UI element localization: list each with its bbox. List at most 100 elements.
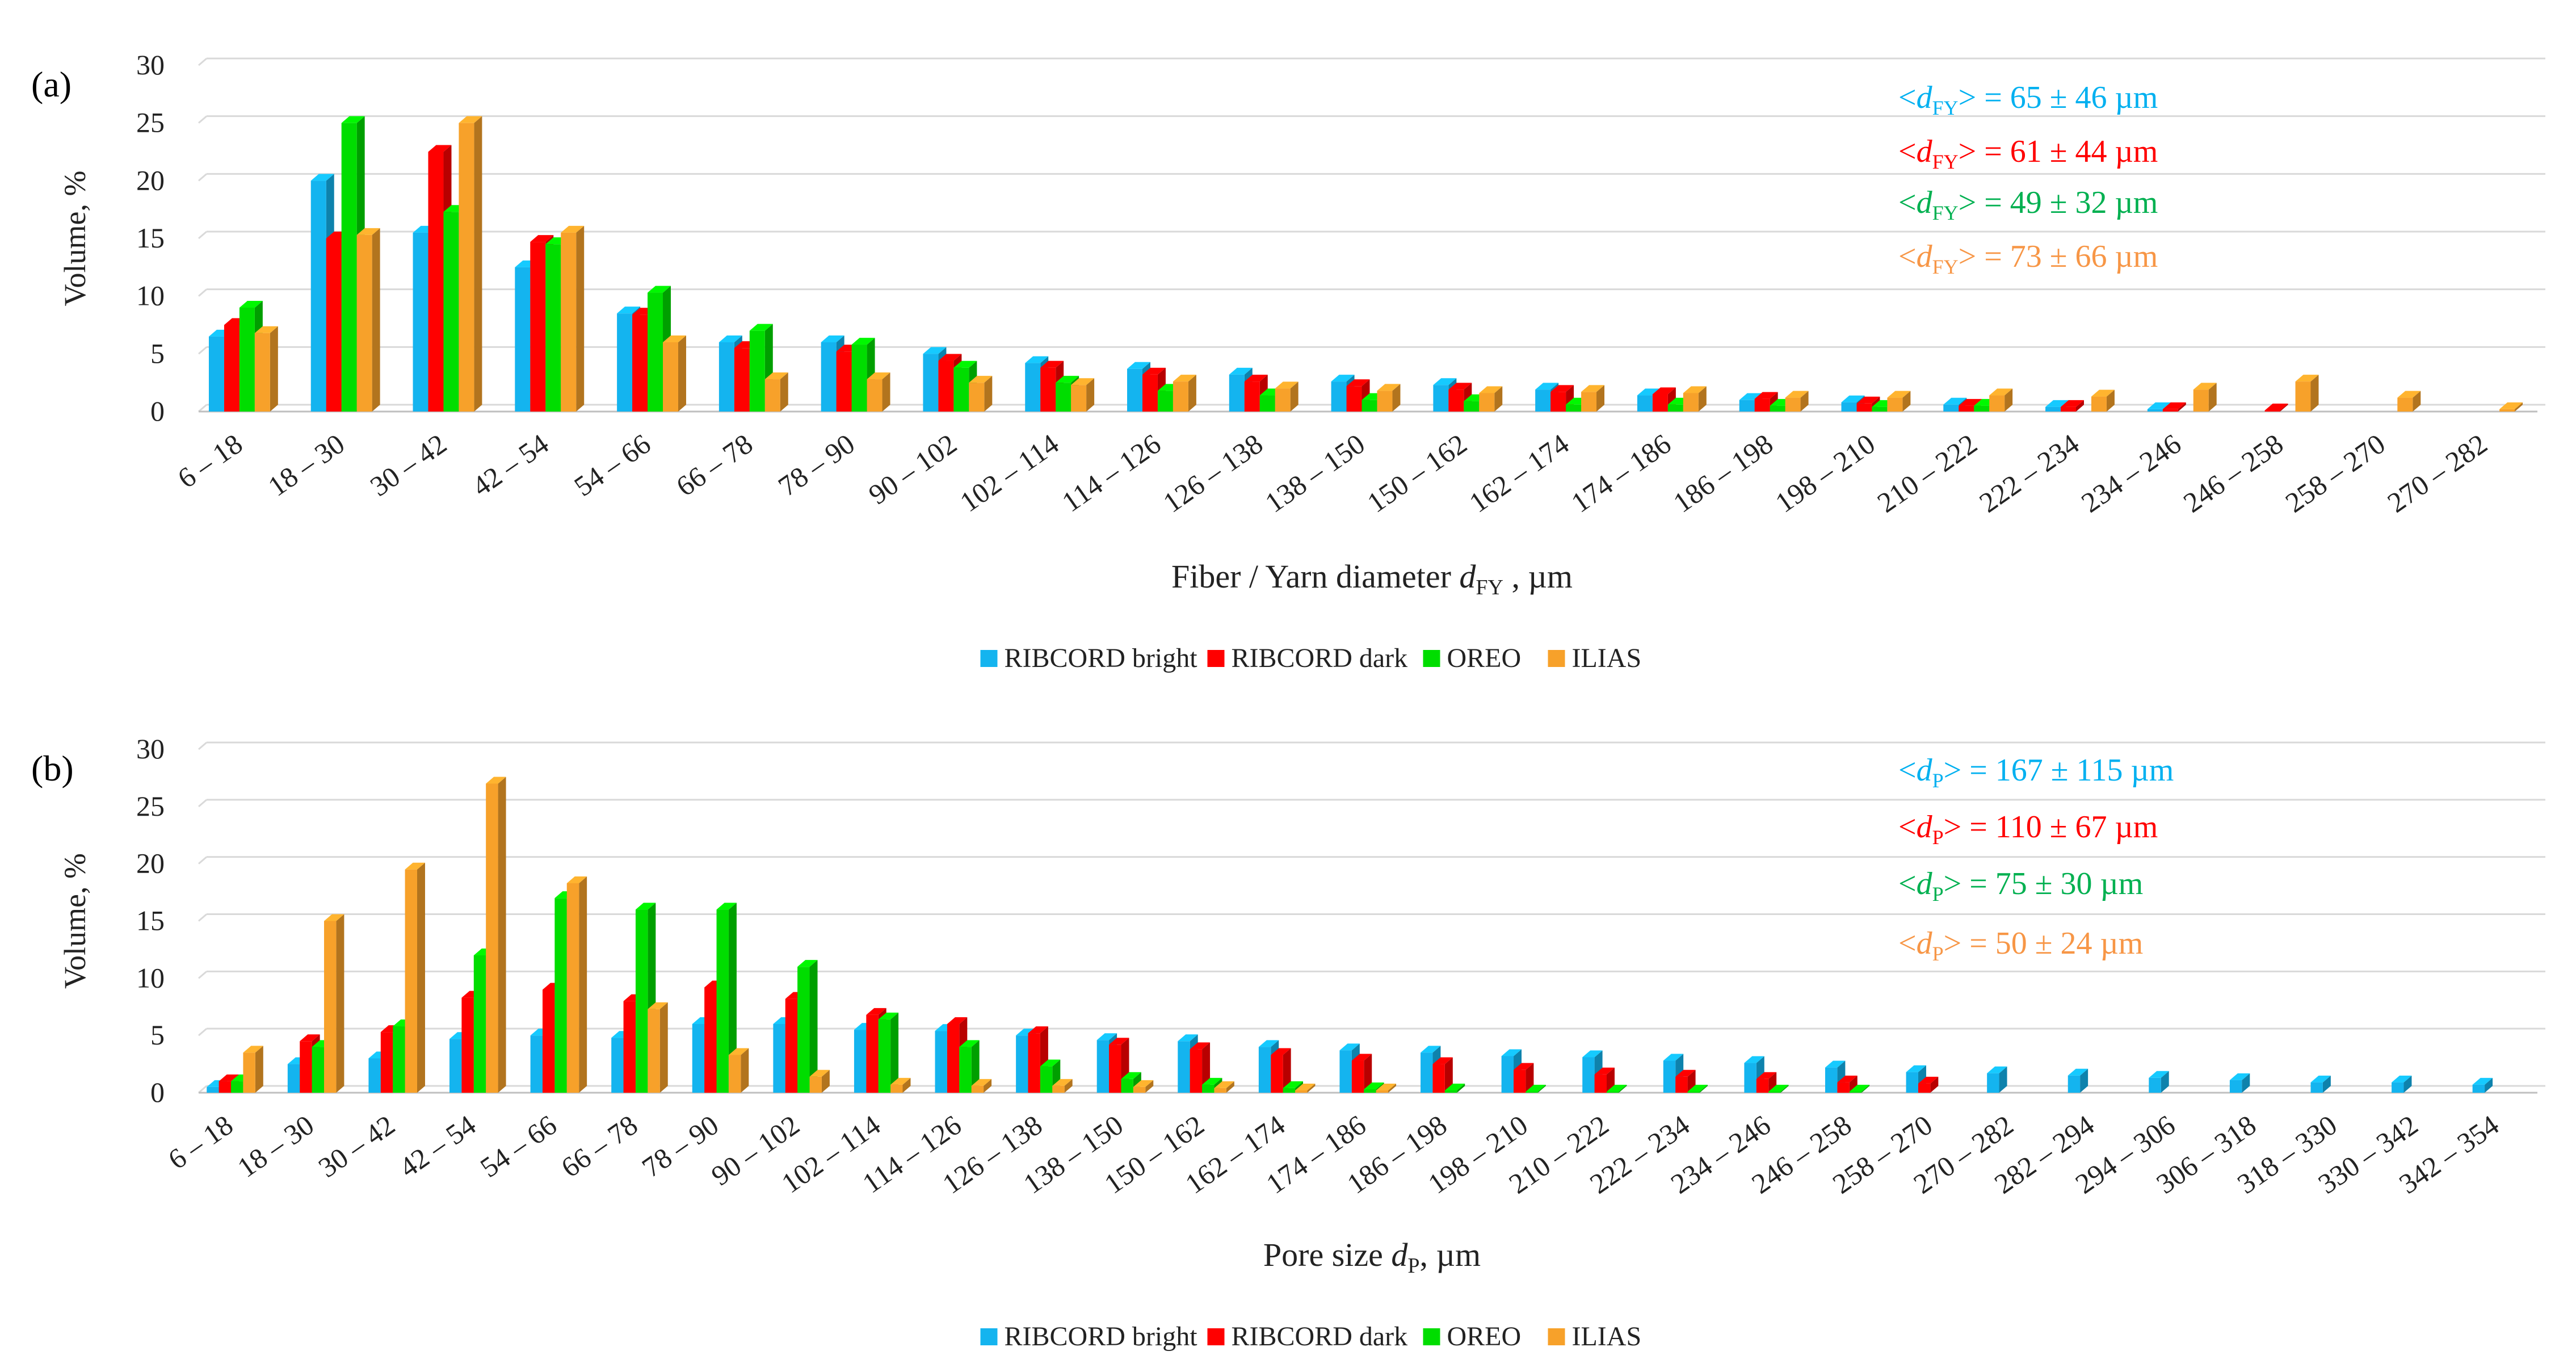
x-tick-label: 6 – 18: [172, 427, 249, 494]
bar-front: [2264, 410, 2280, 412]
bar-front: [1479, 393, 1495, 412]
bar-ribcord-bright: [2472, 1077, 2493, 1093]
bar-front: [704, 987, 717, 1093]
bar-top: [530, 235, 554, 242]
bar-ilias: [1275, 381, 1298, 412]
bar-side: [336, 914, 344, 1093]
bar-ilias: [1295, 1083, 1316, 1093]
bar-top: [2295, 375, 2319, 382]
bar-front: [324, 921, 337, 1093]
bar-side: [1999, 1066, 2007, 1093]
bar-side: [1283, 1048, 1291, 1093]
bar-ribcord-bright: [1987, 1066, 2007, 1093]
bar-side: [1607, 1067, 1615, 1093]
bar-front: [1071, 385, 1087, 412]
bar-ribcord-dark: [1754, 392, 1778, 412]
bar-top: [728, 1048, 749, 1055]
bar-front: [218, 1081, 232, 1093]
bar-side: [2080, 1068, 2088, 1093]
bar-top: [1756, 1072, 1777, 1079]
bar-ribcord-dark: [1432, 1057, 1453, 1093]
bar-front: [1244, 381, 1260, 412]
bar-front: [1887, 397, 1903, 412]
bar-top: [2147, 402, 2171, 409]
bar-ilias: [867, 372, 890, 412]
bar-ilias: [764, 372, 788, 412]
bar-front: [959, 1047, 972, 1093]
bar-side: [2403, 1075, 2412, 1093]
bar-side: [1307, 1083, 1316, 1093]
bar-front: [443, 212, 459, 412]
bar-side: [780, 372, 788, 412]
bar-top: [1071, 378, 1095, 385]
bar-front: [1825, 1067, 1838, 1093]
bar-top: [1754, 392, 1778, 399]
bar-front: [692, 1024, 705, 1093]
bar-ilias: [1214, 1081, 1234, 1093]
bar-front: [459, 123, 474, 412]
bar-ilias: [459, 116, 482, 412]
bar-top: [1768, 1084, 1789, 1092]
bar-front: [393, 1026, 405, 1093]
bar-front: [224, 325, 239, 412]
bar-front: [2229, 1080, 2242, 1093]
bar-top: [959, 1040, 980, 1047]
legend-item-ribcord-dark: RIBCORD dark: [1207, 1321, 1407, 1352]
bar-front: [312, 1047, 325, 1093]
mean-diameter-annotation: <dFY> = 73 ± 66 µm: [1898, 239, 2158, 278]
x-axis-label-suffix: , µm: [1503, 558, 1573, 595]
bar-front: [486, 783, 498, 1093]
bar-front: [1582, 1057, 1595, 1093]
bar-front: [1433, 385, 1449, 412]
bar-top: [1339, 1043, 1360, 1051]
bar-side: [984, 376, 993, 412]
bar-top: [1133, 1080, 1154, 1087]
bar-front: [1550, 392, 1566, 412]
bar-oreo: [1526, 1084, 1546, 1093]
mean-diameter-annotation: <dP> = 110 ± 67 µm: [1898, 809, 2158, 849]
bar-ilias: [561, 225, 585, 412]
bar-front: [716, 909, 729, 1093]
annotation-var: d: [1917, 80, 1933, 115]
bar-front: [749, 330, 765, 412]
bar-top: [254, 326, 278, 333]
x-axis-label-suffix: , µm: [1420, 1236, 1481, 1273]
bar-front: [2499, 409, 2515, 412]
bar-front: [542, 989, 555, 1093]
bar-top: [1052, 1079, 1073, 1086]
bar-ilias: [663, 335, 686, 412]
bar-top: [938, 354, 962, 361]
bar-front: [231, 1081, 243, 1093]
bar-top: [428, 145, 452, 152]
bar-side: [2005, 388, 2013, 412]
annotation-var: d: [1917, 809, 1933, 845]
annotation-var: d: [1917, 866, 1933, 901]
x-axis-label: Fiber / Yarn diameter dFY , µm: [1171, 558, 1573, 599]
bar-oreo: [1444, 1083, 1465, 1093]
bar-front: [1259, 395, 1275, 412]
x-tick-label: 78 – 90: [772, 427, 860, 502]
bar-front: [1989, 395, 2005, 412]
bar-front: [1785, 397, 1801, 412]
bar-top: [2162, 402, 2186, 409]
annotation-var: d: [1917, 926, 1933, 961]
gridline-depth: [198, 288, 207, 297]
bar-side: [1392, 384, 1401, 412]
bar-front: [1849, 1091, 1862, 1093]
x-tick-label: 150 – 162: [1361, 427, 1473, 519]
bar-front: [1943, 404, 1959, 412]
bar-top: [1040, 1059, 1061, 1067]
bar-top: [648, 286, 671, 293]
bar-top: [1127, 362, 1150, 369]
bar-top: [1514, 1063, 1534, 1070]
bar-top: [1040, 360, 1064, 368]
gridline-depth: [198, 173, 207, 182]
bar-front: [2061, 406, 2076, 412]
bar-front: [797, 967, 810, 1093]
bar-top: [1581, 385, 1605, 392]
legend-swatch: [1423, 1328, 1440, 1345]
bar-top: [1744, 1056, 1764, 1063]
bar-ribcord-dark: [1514, 1063, 1534, 1093]
bar-front: [1351, 1060, 1364, 1093]
bar-top: [617, 307, 641, 314]
